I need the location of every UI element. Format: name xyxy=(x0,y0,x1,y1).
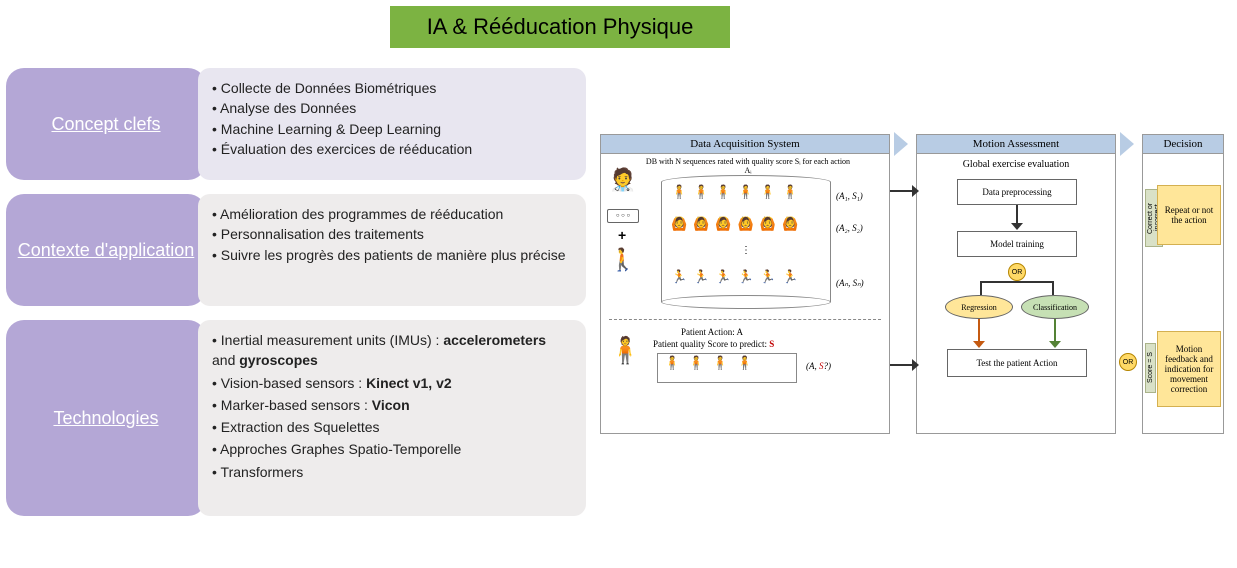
stick-row: 🙆🙆🙆🙆🙆🙆 xyxy=(671,217,804,231)
concept-item: Évaluation des exercices de rééducation xyxy=(212,139,572,159)
context-item: Suivre les progrès des patients de maniè… xyxy=(212,245,572,265)
pill-tech: Technologies xyxy=(6,320,206,516)
content-context: Amélioration des programmes de rééducati… xyxy=(198,194,586,306)
seq-label: (A₁, S₁) xyxy=(836,191,863,201)
tech-item: Extraction des Squelettes xyxy=(212,417,572,437)
stick-row: 🧍🧍🧍🧍 xyxy=(664,356,761,370)
patient-action-title: Patient Action: A xyxy=(681,327,743,337)
panel-motion: Motion Assessment Global exercise evalua… xyxy=(916,134,1116,434)
pill-concept: Concept clefs xyxy=(6,68,206,180)
seq-label: (A₂, S₂) xyxy=(836,223,863,233)
vlabel-score: Score = S xyxy=(1145,343,1156,393)
box-test: Test the patient Action xyxy=(947,349,1087,377)
global-eval-label: Global exercise evaluation xyxy=(917,159,1115,170)
seq-label: (Aₙ, Sₙ) xyxy=(836,278,864,289)
stick-row: 🧍🧍🧍🧍🧍🧍 xyxy=(671,185,804,199)
tech-item: Marker-based sensors : Vicon xyxy=(212,395,572,415)
box-classification: Classification xyxy=(1021,295,1089,319)
content-concept: Collecte de Données Biométriques Analyse… xyxy=(198,68,586,180)
row-context: Contexte d'application Amélioration des … xyxy=(6,194,586,306)
pill-context: Contexte d'application xyxy=(6,194,206,306)
patient-icon: 🧍 xyxy=(609,335,641,366)
tech-item: Inertial measurement units (IMUs) : acce… xyxy=(212,330,572,371)
concept-item: Collecte de Données Biométriques xyxy=(212,78,572,98)
decision-feedback: Motion feedback and indication for movem… xyxy=(1157,331,1221,407)
clinician-icon: 🧑‍⚕️ xyxy=(609,167,636,193)
page-title: IA & Rééducation Physique xyxy=(390,6,730,48)
box-regression: Regression xyxy=(945,295,1013,319)
concept-item: Machine Learning & Deep Learning xyxy=(212,119,572,139)
context-item: Amélioration des programmes de rééducati… xyxy=(212,204,572,224)
panel-decision: Decision Correct or incorrect Repeat or … xyxy=(1142,134,1224,434)
row-concept: Concept clefs Collecte de Données Biomét… xyxy=(6,68,586,180)
tech-item: Vision-based sensors : Kinect v1, v2 xyxy=(212,373,572,393)
panel-header-acq: Data Acquisition System xyxy=(601,135,889,154)
or-node: OR xyxy=(1008,263,1026,281)
or-node: OR xyxy=(1119,353,1137,371)
patient-label: (A, S?) xyxy=(806,361,831,371)
content-tech: Inertial measurement units (IMUs) : acce… xyxy=(198,320,586,516)
sensor-icon: ○ ○ ○ xyxy=(607,209,639,223)
panel-acquisition: Data Acquisition System DB with N sequen… xyxy=(600,134,890,434)
db-caption: DB with N sequences rated with quality s… xyxy=(643,157,853,175)
box-train: Model training xyxy=(957,231,1077,257)
panel-header-decision: Decision xyxy=(1143,135,1223,154)
left-column: Concept clefs Collecte de Données Biomét… xyxy=(6,68,586,530)
tech-item: Transformers xyxy=(212,462,572,482)
tech-item: Approches Graphes Spatio-Temporelle xyxy=(212,439,572,459)
stick-row: 🏃🏃🏃🏃🏃🏃 xyxy=(671,270,804,284)
plus-icon: + xyxy=(618,227,626,243)
walker-icon: 🚶 xyxy=(609,247,636,273)
chevron-icon xyxy=(1120,132,1134,156)
panel-header-motion: Motion Assessment xyxy=(917,135,1115,154)
context-item: Personnalisation des traitements xyxy=(212,224,572,244)
chevron-icon xyxy=(894,132,908,156)
box-preproc: Data preprocessing xyxy=(957,179,1077,205)
row-tech: Technologies Inertial measurement units … xyxy=(6,320,586,516)
decision-repeat: Repeat or not the action xyxy=(1157,185,1221,245)
patient-score-label: Patient quality Score to predict: S xyxy=(653,339,774,349)
pipeline-diagram: Data Acquisition System DB with N sequen… xyxy=(600,130,1225,440)
concept-item: Analyse des Données xyxy=(212,98,572,118)
